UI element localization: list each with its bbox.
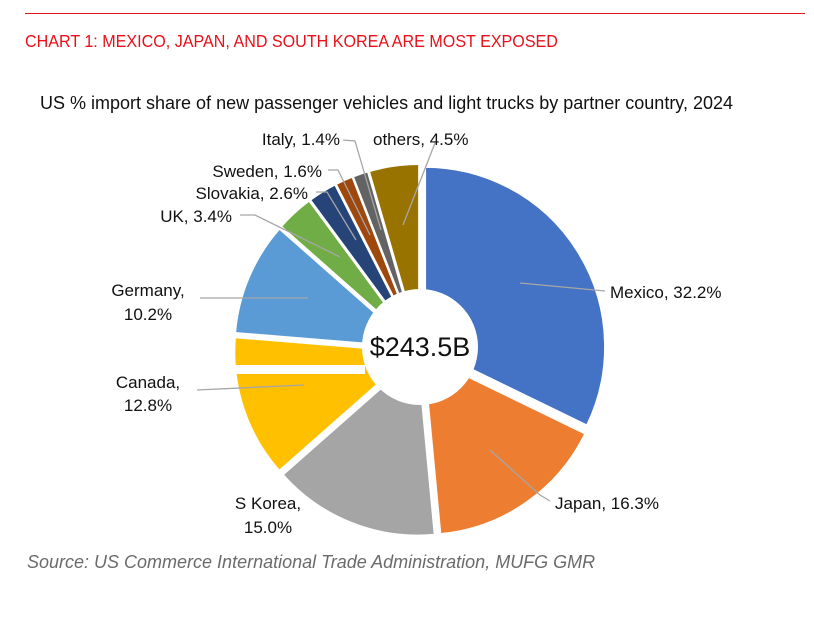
data-label-s-korea: S Korea, [235, 494, 301, 513]
leader-line [489, 449, 551, 502]
slice-germany [234, 227, 418, 349]
data-label-others: others, 4.5% [373, 130, 468, 149]
data-label-japan: Japan, 16.3% [555, 494, 659, 513]
leader-line [316, 191, 357, 241]
data-label-slovakia: Slovakia, 2.6% [196, 184, 308, 203]
label-mask [90, 365, 365, 374]
slice-japan [422, 353, 587, 536]
data-label-canada: Canada, [116, 373, 180, 392]
data-label-uk: UK, 3.4% [160, 207, 232, 226]
leader-line [328, 169, 371, 236]
data-label-mexico: Mexico, 32.2% [610, 283, 722, 302]
chart-title: US % import share of new passenger vehic… [40, 93, 734, 113]
data-label-sweden: Sweden, 1.6% [212, 162, 322, 181]
chart-header: CHART 1: MEXICO, JAPAN, AND SOUTH KOREA … [25, 31, 558, 51]
leader-line [519, 282, 606, 292]
top-rule [25, 13, 805, 14]
leader-line [240, 214, 341, 258]
data-label-canada: 12.8% [124, 396, 172, 415]
data-label-s-korea: 15.0% [244, 518, 292, 537]
center-total-label: $243.5B [370, 332, 471, 362]
donut-hole [362, 289, 478, 405]
data-label-germany: 10.2% [124, 305, 172, 324]
slice-s-korea [281, 353, 436, 537]
data-label-germany: Germany, [111, 281, 184, 300]
data-label-italy: Italy, 1.4% [262, 130, 340, 149]
source-note: Source: US Commerce International Trade … [27, 552, 596, 572]
leader-line [402, 142, 436, 226]
leader-line [196, 384, 305, 391]
leader-line [342, 139, 382, 231]
